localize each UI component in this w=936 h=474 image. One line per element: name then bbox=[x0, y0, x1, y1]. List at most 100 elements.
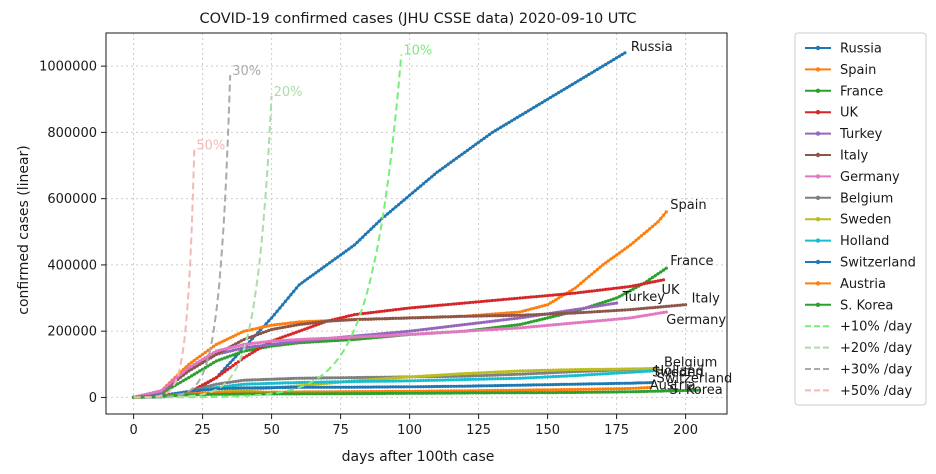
data-point-germany bbox=[187, 366, 191, 370]
data-point-russia bbox=[537, 102, 541, 106]
data-point-spain bbox=[203, 350, 207, 354]
data-point-switzerland bbox=[402, 385, 406, 389]
data-point-spain bbox=[526, 308, 530, 312]
data-point-germany bbox=[543, 324, 547, 328]
data-point-germany bbox=[325, 336, 329, 340]
data-point-russia bbox=[609, 59, 613, 63]
data-point-s-korea bbox=[637, 390, 641, 394]
data-point-russia bbox=[598, 66, 602, 70]
data-point-switzerland bbox=[592, 382, 597, 386]
data-point-belgium bbox=[328, 376, 332, 380]
data-point-germany bbox=[314, 337, 318, 341]
data-point-s-korea bbox=[289, 392, 293, 396]
data-point-russia bbox=[424, 179, 428, 183]
data-point-holland bbox=[278, 381, 282, 385]
data-point-uk bbox=[366, 311, 370, 315]
data-point-russia bbox=[391, 207, 395, 211]
data-point-uk bbox=[441, 303, 445, 307]
data-point-sweden bbox=[579, 367, 583, 372]
data-point-turkey bbox=[454, 323, 459, 328]
data-point-italy bbox=[499, 314, 503, 318]
data-point-russia bbox=[427, 177, 431, 181]
data-point-sweden bbox=[446, 373, 450, 377]
data-point-uk bbox=[521, 296, 525, 300]
data-point-italy bbox=[466, 314, 470, 318]
data-point-germany bbox=[372, 334, 376, 338]
data-point-turkey bbox=[463, 322, 467, 327]
data-point-belgium bbox=[526, 372, 530, 376]
data-point-switzerland bbox=[253, 386, 257, 390]
data-point-turkey bbox=[471, 322, 475, 326]
data-point-belgium bbox=[479, 374, 483, 378]
data-point-spain bbox=[653, 222, 657, 226]
data-point-belgium bbox=[504, 373, 508, 377]
data-point-s-korea bbox=[443, 391, 448, 395]
data-point-s-korea bbox=[220, 392, 224, 396]
data-point-austria bbox=[554, 388, 558, 392]
data-point-uk bbox=[557, 293, 561, 297]
data-point-switzerland bbox=[261, 386, 265, 390]
data-point-russia bbox=[521, 112, 525, 116]
data-point-spain bbox=[639, 234, 644, 238]
data-point-uk bbox=[355, 312, 359, 316]
data-point-switzerland bbox=[496, 384, 500, 388]
data-point-germany bbox=[562, 322, 566, 326]
data-point-austria bbox=[639, 386, 644, 390]
data-point-switzerland bbox=[590, 382, 594, 386]
data-point-s-korea bbox=[391, 391, 395, 395]
data-point-sweden bbox=[402, 375, 406, 379]
legend-marker-italy bbox=[815, 152, 821, 158]
data-point-germany bbox=[289, 338, 293, 342]
data-point-italy bbox=[612, 309, 616, 313]
data-point-uk bbox=[416, 305, 420, 309]
data-point-holland bbox=[466, 377, 470, 382]
data-point-spain bbox=[609, 257, 613, 261]
data-point-italy bbox=[609, 309, 613, 313]
data-point-switzerland bbox=[631, 381, 635, 385]
data-point-holland bbox=[430, 378, 434, 382]
data-point-uk bbox=[308, 325, 312, 329]
data-point-austria bbox=[463, 389, 467, 393]
y-tick-label: 600000 bbox=[47, 192, 97, 207]
data-point-belgium bbox=[366, 375, 370, 379]
data-point-s-korea bbox=[535, 391, 539, 395]
data-point-switzerland bbox=[355, 385, 359, 389]
data-point-switzerland bbox=[361, 385, 365, 389]
data-point-switzerland bbox=[460, 384, 464, 388]
data-point-s-korea bbox=[399, 391, 403, 395]
data-point-sweden bbox=[532, 369, 536, 373]
data-point-uk bbox=[477, 300, 481, 304]
data-point-france bbox=[239, 350, 243, 354]
data-point-belgium bbox=[297, 376, 301, 380]
data-point-s-korea bbox=[650, 389, 655, 393]
data-point-switzerland bbox=[604, 382, 608, 386]
data-point-germany bbox=[151, 391, 155, 395]
data-point-germany bbox=[192, 362, 196, 366]
data-point-switzerland bbox=[385, 385, 390, 389]
data-point-holland bbox=[432, 378, 436, 382]
data-point-russia bbox=[562, 87, 566, 91]
data-point-italy bbox=[333, 319, 337, 323]
x-tick-label: 175 bbox=[604, 423, 629, 438]
data-point-s-korea bbox=[305, 392, 310, 396]
data-point-uk bbox=[452, 302, 456, 306]
data-point-germany bbox=[344, 335, 348, 340]
data-point-france bbox=[526, 321, 530, 325]
data-point-switzerland bbox=[259, 386, 263, 390]
series-layer bbox=[132, 51, 702, 399]
series-markers-germany bbox=[132, 310, 668, 399]
data-point-switzerland bbox=[454, 384, 459, 388]
data-point-switzerland bbox=[344, 385, 348, 389]
data-point-russia bbox=[416, 186, 420, 190]
data-point-sweden bbox=[606, 367, 610, 371]
data-point-s-korea bbox=[250, 392, 254, 396]
data-point-holland bbox=[554, 374, 558, 379]
data-point-sweden bbox=[557, 368, 561, 372]
data-point-sweden bbox=[410, 375, 414, 379]
data-point-turkey bbox=[397, 330, 401, 334]
data-point-italy bbox=[675, 303, 679, 307]
data-point-sweden bbox=[416, 374, 420, 378]
data-point-russia bbox=[504, 122, 508, 126]
data-point-russia bbox=[350, 245, 354, 249]
